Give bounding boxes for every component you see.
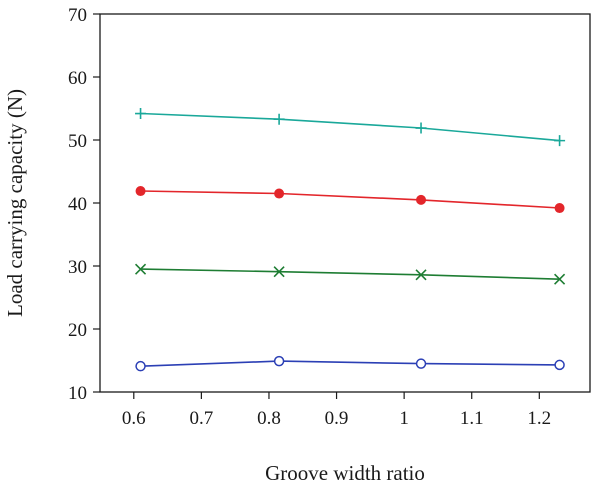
- series-line: [140, 268, 560, 280]
- y-tick-label: 20: [68, 320, 87, 341]
- data-point: [554, 203, 565, 214]
- x-tick-label: 0.7: [190, 408, 214, 429]
- x-tick-label: 0.8: [257, 408, 281, 429]
- data-point: [273, 355, 285, 367]
- x-axis-title: Groove width ratio: [265, 461, 425, 485]
- series-line: [140, 112, 560, 142]
- data-point: [416, 194, 427, 205]
- y-tick-label: 40: [68, 194, 87, 215]
- data-point: [134, 263, 147, 275]
- series-filled-circle: [135, 186, 565, 214]
- data-point: [415, 122, 427, 134]
- y-tick-label: 30: [68, 257, 87, 278]
- y-tick-label: 50: [68, 131, 87, 152]
- data-point: [554, 359, 565, 371]
- x-tick-label: 1.1: [460, 408, 484, 429]
- y-tick-label: 10: [68, 383, 87, 404]
- x-tick-label: 0.6: [122, 408, 146, 429]
- x-tick-label: 1: [399, 408, 409, 429]
- y-axis-title: Load carrying capacity (N): [3, 89, 27, 317]
- data-point: [273, 113, 285, 125]
- data-point: [135, 186, 146, 197]
- x-axis: 0.6 0.7 0.8 0.9 1 1.1 1.2: [122, 392, 551, 429]
- x-tick-label: 0.9: [325, 408, 349, 429]
- data-point: [554, 273, 566, 285]
- series-layer: [134, 108, 566, 372]
- data-point: [135, 108, 147, 120]
- data-point: [274, 188, 285, 199]
- series-plus: [135, 108, 566, 147]
- plot-frame: [99, 13, 591, 393]
- series-cross: [134, 263, 566, 285]
- y-tick-label: 60: [68, 68, 87, 89]
- series-open-circle: [135, 355, 565, 372]
- data-point: [273, 266, 285, 278]
- y-tick-label: 70: [68, 5, 87, 26]
- series-line: [140, 360, 560, 367]
- data-point: [415, 269, 427, 281]
- x-tick-label: 1.2: [527, 408, 551, 429]
- data-point: [135, 360, 146, 372]
- y-axis: 10 20 30 40 50 60 70: [68, 5, 100, 404]
- series-line: [140, 190, 560, 209]
- data-point: [415, 358, 427, 369]
- data-point: [554, 135, 566, 147]
